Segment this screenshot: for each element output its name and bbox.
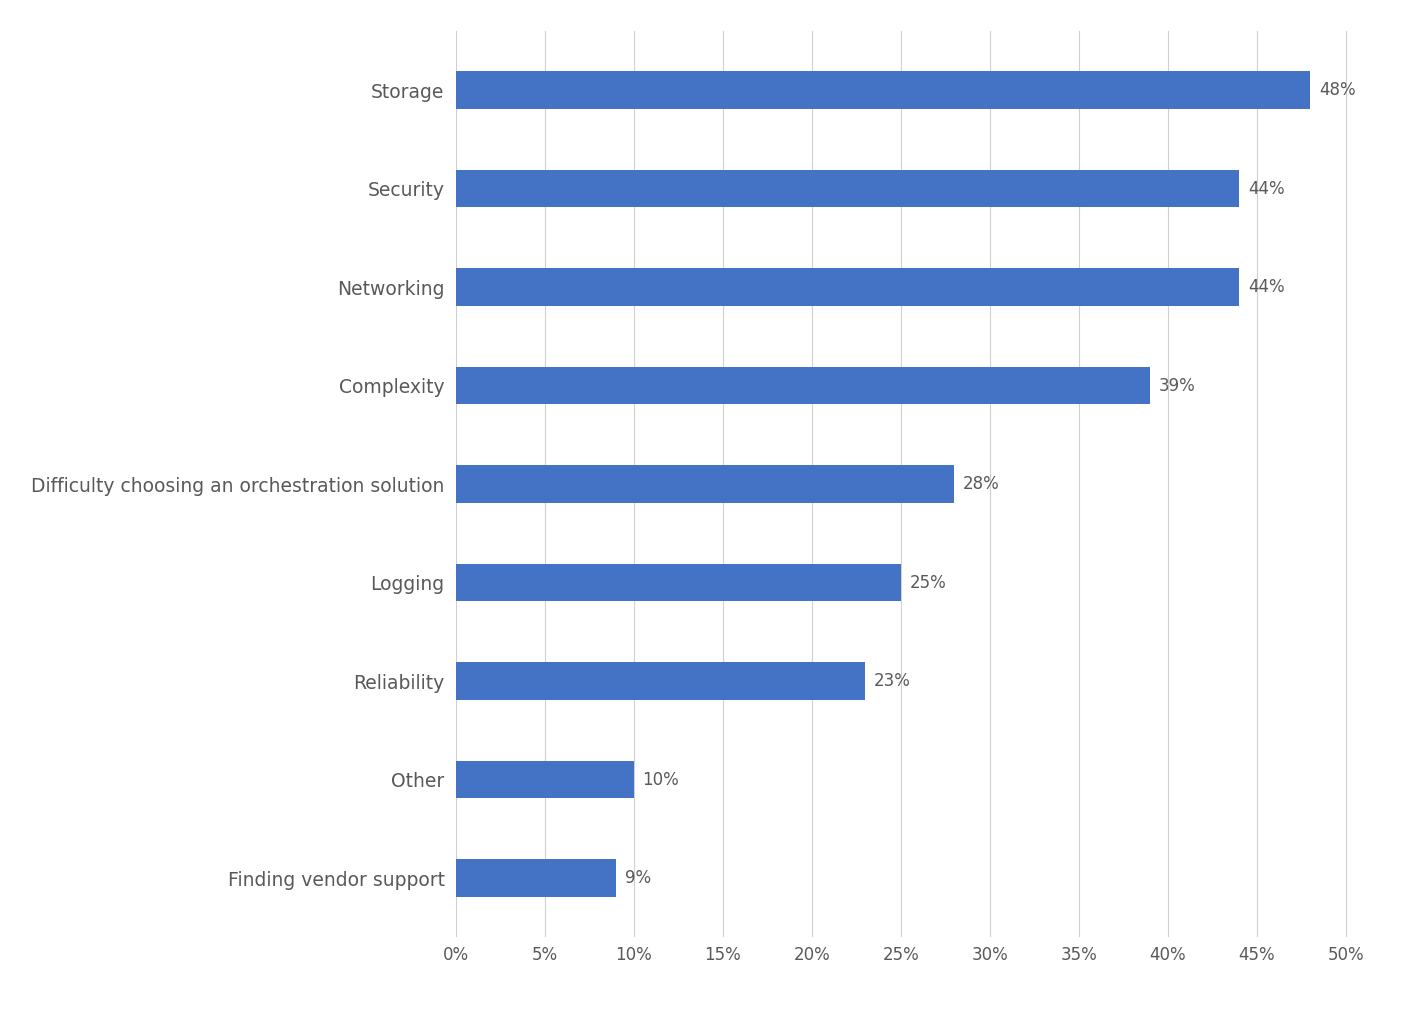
Text: 44%: 44%: [1247, 278, 1284, 296]
Text: 23%: 23%: [874, 673, 911, 690]
Bar: [456, 269, 1239, 306]
Text: 9%: 9%: [625, 869, 651, 887]
Text: 39%: 39%: [1159, 377, 1196, 394]
Text: 44%: 44%: [1247, 179, 1284, 198]
Text: 48%: 48%: [1319, 81, 1356, 99]
Bar: [456, 170, 1239, 207]
Bar: [456, 761, 634, 798]
Bar: [456, 367, 1151, 405]
Bar: [456, 859, 615, 897]
Bar: [456, 563, 901, 602]
Bar: [456, 662, 866, 699]
Text: 10%: 10%: [642, 770, 679, 789]
Bar: [456, 466, 954, 503]
Bar: [456, 71, 1310, 109]
Text: 28%: 28%: [963, 475, 1000, 493]
Text: 25%: 25%: [910, 574, 947, 591]
